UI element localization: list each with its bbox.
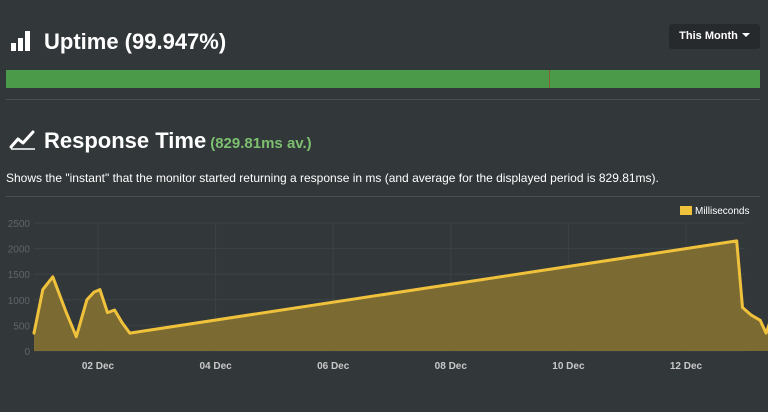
data-point: [114, 309, 116, 311]
data-point: [52, 276, 54, 278]
uptime-bar: [6, 70, 760, 88]
response-time-description: Shows the "instant" that the monitor sta…: [6, 171, 659, 185]
caret-down-icon: [741, 33, 750, 37]
x-tick-label: 02 Dec: [82, 361, 115, 372]
legend-label: Milliseconds: [695, 206, 749, 217]
data-point: [107, 312, 108, 314]
data-point: [759, 319, 761, 321]
bar-chart-icon: [11, 31, 30, 51]
response-time-chart: 0 500 1000 1500 2000 2500 02 Dec 04 Dec 06 Dec 08…: [8, 206, 768, 372]
section-divider: [6, 99, 760, 100]
data-point: [99, 289, 101, 291]
data-point: [65, 312, 67, 314]
x-tick-label: 12 Dec: [670, 361, 703, 372]
data-point: [750, 314, 752, 316]
data-point: [75, 336, 77, 338]
data-point: [765, 332, 767, 334]
response-time-average: (829.81ms av.): [210, 135, 312, 152]
data-point: [93, 291, 95, 293]
chart-divider: [6, 196, 760, 197]
series-area: [34, 240, 768, 351]
series-line: [32, 239, 768, 339]
legend-swatch: [680, 206, 692, 215]
y-tick-label: 2500: [8, 219, 31, 230]
data-point: [33, 332, 35, 334]
data-point: [736, 240, 738, 242]
data-point: [86, 299, 88, 301]
y-tick-label: 2000: [8, 245, 31, 256]
period-dropdown-button[interactable]: This Month: [669, 24, 760, 49]
x-tick-label: 08 Dec: [435, 361, 468, 372]
response-time-label: Response Time: [44, 128, 207, 153]
downtime-marker: [549, 70, 550, 88]
line-chart-icon: [9, 130, 35, 150]
uptime-title: Uptime (99.947%): [44, 29, 227, 54]
x-tick-label: 06 Dec: [317, 361, 350, 372]
data-point: [129, 332, 131, 334]
data-point: [42, 289, 44, 291]
x-tick-label: 10 Dec: [552, 361, 585, 372]
response-time-title: Response Time (829.81ms av.): [44, 128, 312, 154]
uptime-header: Uptime (99.947%) This Month: [0, 0, 768, 70]
y-tick-label: 500: [13, 321, 30, 332]
y-tick-label: 0: [24, 347, 30, 358]
x-tick-label: 04 Dec: [199, 361, 232, 372]
data-point: [742, 306, 744, 308]
y-tick-label: 1500: [8, 270, 31, 281]
period-dropdown-label: This Month: [679, 30, 738, 42]
y-tick-label: 1000: [8, 296, 31, 307]
data-point: [121, 322, 123, 324]
